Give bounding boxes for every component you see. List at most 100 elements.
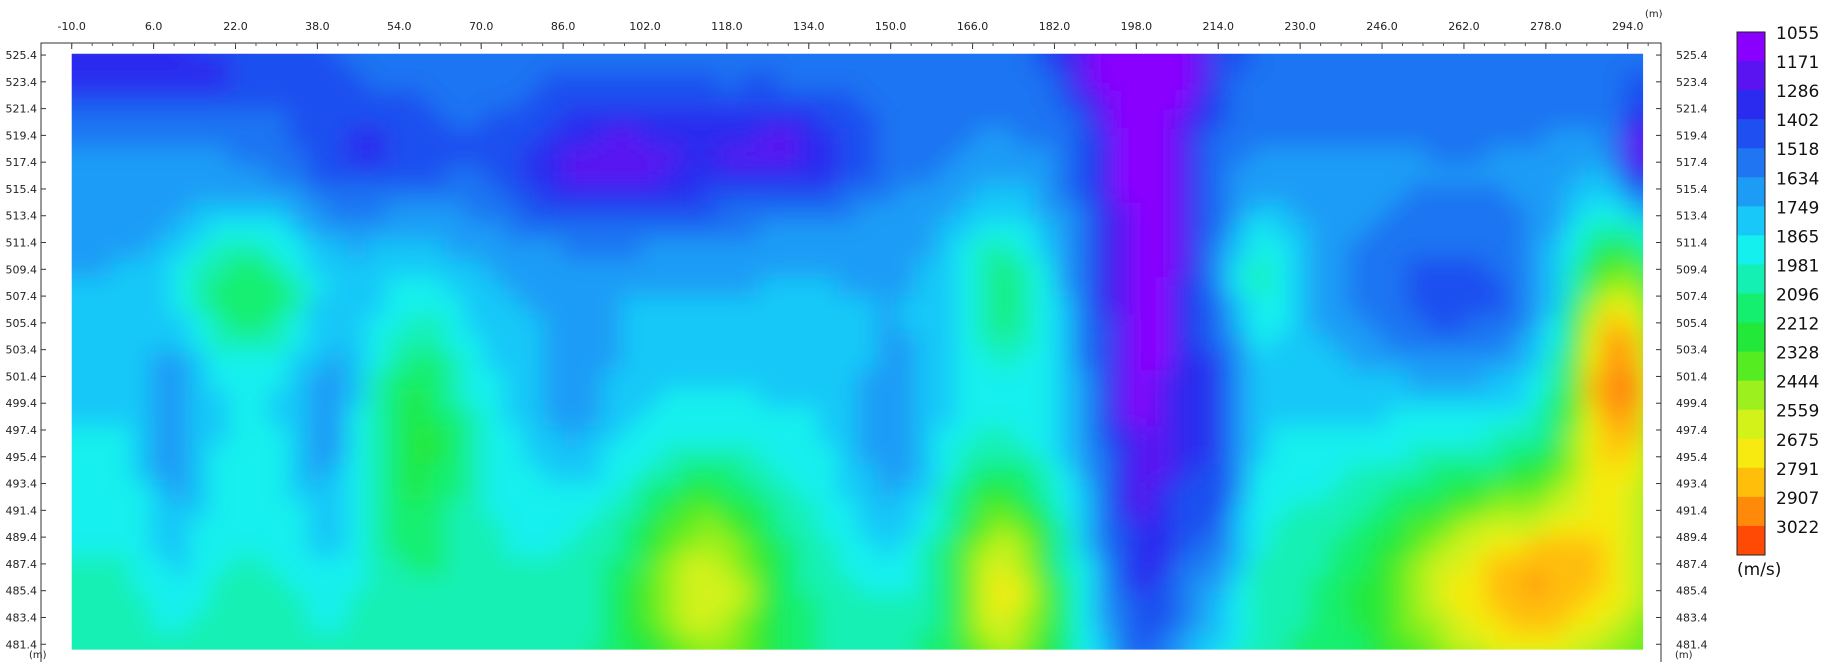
heatmap-cell (1348, 519, 1370, 539)
heatmap-cell (1505, 388, 1527, 409)
heatmap-cell (1132, 351, 1154, 372)
heatmap-cell (994, 370, 1016, 390)
heatmap-cell (994, 593, 1016, 614)
y-tick-label-right: 519.4 (1676, 129, 1708, 142)
heatmap-cell (759, 146, 780, 167)
heatmap-cell (1309, 239, 1330, 260)
heatmap-cell (1152, 388, 1173, 409)
heatmap-cell (150, 556, 171, 577)
heatmap-cell (602, 537, 623, 558)
heatmap-cell (1407, 16, 1428, 36)
heatmap-cell (1152, 239, 1173, 260)
heatmap-cell (444, 239, 466, 260)
heatmap-cell (71, 388, 93, 409)
heatmap-cell (1466, 128, 1487, 148)
heatmap-cell (660, 426, 682, 446)
heatmap-cell (1053, 202, 1075, 223)
heatmap-cell (1368, 370, 1389, 390)
heatmap-cell (975, 109, 996, 130)
heatmap-cell (130, 314, 152, 335)
heatmap-cell (366, 202, 387, 223)
heatmap-cell (71, 593, 73, 614)
heatmap-cell (1112, 426, 1134, 446)
heatmap-cell (857, 53, 879, 74)
heatmap-cell (1603, 519, 1625, 539)
heatmap-cell (582, 370, 604, 390)
heatmap-cell (1387, 295, 1409, 316)
heatmap-cell (1505, 184, 1527, 204)
heatmap-cell (1210, 537, 1232, 558)
heatmap-cell (110, 184, 132, 204)
heatmap-cell (660, 90, 682, 111)
heatmap-cell (1132, 593, 1154, 614)
heatmap-cell (307, 202, 329, 223)
heatmap-cell (1132, 258, 1154, 279)
heatmap-cell (857, 333, 879, 353)
heatmap-cell (327, 388, 348, 409)
heatmap-cell (189, 184, 211, 204)
heatmap-cell (1485, 53, 1507, 55)
heatmap-cell (150, 90, 171, 111)
heatmap-cell (346, 630, 368, 650)
heatmap-cell (1132, 184, 1154, 204)
heatmap-cell (1544, 482, 1566, 502)
heatmap-cell (1387, 90, 1409, 111)
heatmap-cell (857, 426, 879, 446)
heatmap-cell (759, 593, 780, 614)
heatmap-cell (385, 109, 407, 130)
heatmap-cell (425, 221, 446, 241)
heatmap-cell (248, 165, 270, 186)
heatmap-cell (464, 239, 486, 260)
heatmap-cell (268, 165, 289, 186)
heatmap-cell (1544, 612, 1566, 632)
heatmap-cell (1603, 221, 1625, 241)
heatmap-cell (484, 221, 505, 241)
heatmap-cell (1073, 53, 1095, 74)
heatmap-cell (248, 650, 269, 662)
heatmap-cell (1289, 53, 1311, 74)
heatmap-cell (130, 202, 152, 223)
heatmap-cell (1210, 295, 1232, 316)
heatmap-cell (464, 612, 486, 632)
heatmap-cell (759, 277, 780, 297)
heatmap-cell (719, 612, 741, 632)
heatmap-cell (660, 202, 682, 223)
heatmap-cell (1368, 556, 1389, 577)
heatmap-cell (1250, 388, 1271, 409)
heatmap-cell (1485, 277, 1507, 297)
heatmap-cell (1466, 239, 1487, 260)
heatmap-cell (385, 128, 407, 148)
heatmap-cell (1014, 556, 1036, 577)
heatmap-cell (818, 90, 839, 111)
heatmap-cell (1230, 537, 1252, 558)
heatmap-cell (1348, 630, 1370, 650)
heatmap-cell (621, 482, 643, 502)
heatmap-cell (131, 650, 152, 662)
heatmap-cell (1446, 370, 1468, 390)
heatmap-cell (1073, 333, 1095, 353)
heatmap-cell (916, 239, 937, 260)
heatmap-cell (1368, 612, 1389, 632)
heatmap-cell (896, 221, 918, 241)
heatmap-cell (71, 500, 73, 521)
heatmap-cell (660, 333, 682, 353)
heatmap-cell (405, 146, 427, 167)
heatmap-cell (189, 612, 211, 632)
heatmap-cell (1171, 593, 1193, 614)
heatmap-cell (660, 593, 682, 614)
colorbar-frame (1736, 31, 1766, 556)
heatmap-cell (366, 333, 387, 353)
heatmap-cell (1269, 370, 1291, 390)
heatmap-cell (1250, 295, 1271, 316)
heatmap-cell (346, 184, 368, 204)
heatmap-cell (877, 53, 898, 55)
heatmap-cell (739, 612, 761, 632)
heatmap-cell (975, 202, 996, 223)
heatmap-cell (994, 333, 1016, 353)
heatmap-cell (1368, 109, 1389, 130)
heatmap-cell (1152, 53, 1173, 55)
heatmap-cell (366, 463, 387, 484)
heatmap-cell (346, 239, 368, 260)
heatmap-cell (1093, 53, 1114, 55)
heatmap-cell (1073, 500, 1095, 521)
